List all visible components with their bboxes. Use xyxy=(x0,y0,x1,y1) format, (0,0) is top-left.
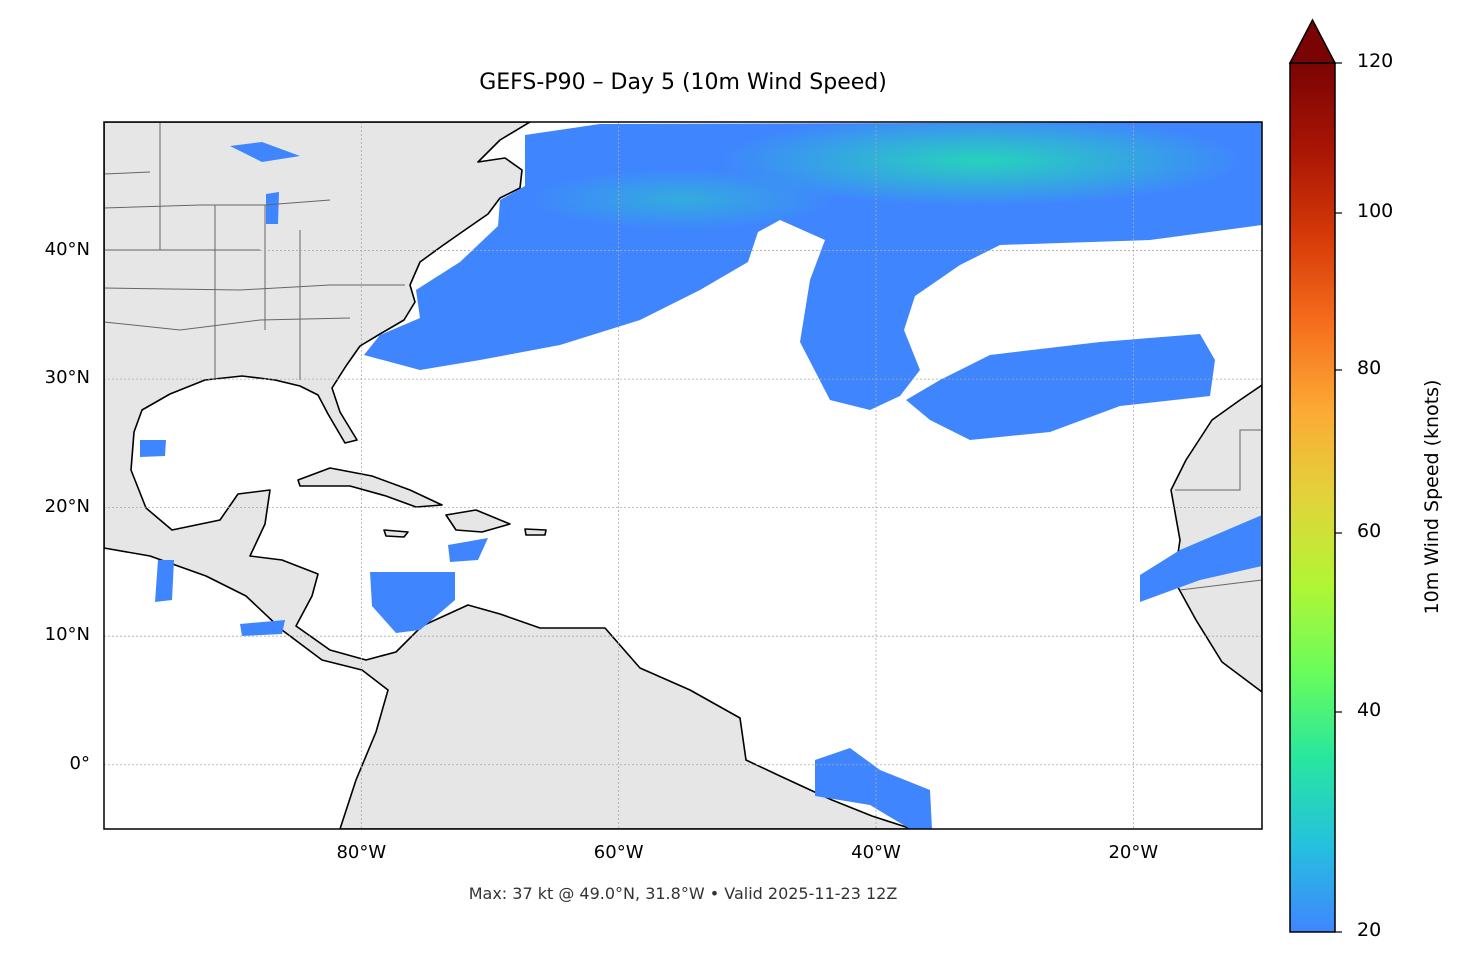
land-jamaica xyxy=(383,529,409,538)
y-tick-label: 20°N xyxy=(44,495,90,517)
colorbar xyxy=(1288,18,1342,933)
colorbar-label: 10m Wind Speed (knots) xyxy=(1421,379,1443,615)
y-tick-label: 40°N xyxy=(44,238,90,260)
wind-region-subtropical-band xyxy=(906,334,1215,440)
y-tick-label: 0° xyxy=(69,752,90,774)
border-line xyxy=(104,171,151,175)
x-tick-label: 20°W xyxy=(1108,842,1159,863)
map-frame xyxy=(103,121,1263,830)
colorbar-tick-label: 100 xyxy=(1357,200,1394,222)
map-footer: Max: 37 kt @ 49.0°N, 31.8°W • Valid 2025… xyxy=(468,884,898,903)
land-cuba xyxy=(297,467,443,508)
colorbar-tick-label: 20 xyxy=(1357,919,1382,941)
x-tick-label: 80°W xyxy=(336,842,387,863)
map-title: GEFS-P90 – Day 5 (10m Wind Speed) xyxy=(479,70,887,95)
map-area xyxy=(104,122,1262,829)
wind-region-equatorial xyxy=(815,748,932,829)
land-hispaniola xyxy=(445,509,511,533)
wind-region-bahamas xyxy=(448,538,488,562)
colorbar-extend-arrow xyxy=(1288,18,1337,64)
y-tick-label: 10°N xyxy=(44,624,90,646)
x-tick-label: 60°W xyxy=(593,842,644,863)
wind-region-pacific-1 xyxy=(155,560,174,602)
land-puerto-rico xyxy=(524,528,547,536)
border-line xyxy=(1175,429,1262,491)
colorbar-tick-label: 120 xyxy=(1357,50,1394,72)
colorbar-tick-label: 80 xyxy=(1357,357,1382,379)
colorbar-tick-label: 60 xyxy=(1357,520,1382,542)
wind-region-great-lakes-2 xyxy=(266,192,279,224)
wind-speed-layer xyxy=(140,122,1262,829)
wind-maximum-area xyxy=(721,122,1242,206)
wind-region-pacific-2 xyxy=(240,620,285,636)
y-tick-label: 30°N xyxy=(44,367,90,389)
colorbar-tick-label: 40 xyxy=(1357,699,1382,721)
colorbar-scale xyxy=(1289,62,1336,933)
wind-moderate-area xyxy=(533,169,833,230)
border-line xyxy=(104,284,405,291)
border-line xyxy=(104,317,351,331)
x-tick-label: 40°W xyxy=(851,842,901,863)
wind-region-great-lakes-1 xyxy=(230,142,300,162)
border-line xyxy=(1179,579,1262,591)
state-borders xyxy=(104,122,1262,591)
border-line xyxy=(104,199,331,209)
gridlines xyxy=(104,122,1262,829)
wind-region-caribbean xyxy=(370,572,455,633)
wind-region-gulf xyxy=(140,440,166,457)
land-americas xyxy=(104,122,913,829)
wind-region-west-africa xyxy=(1140,515,1262,602)
